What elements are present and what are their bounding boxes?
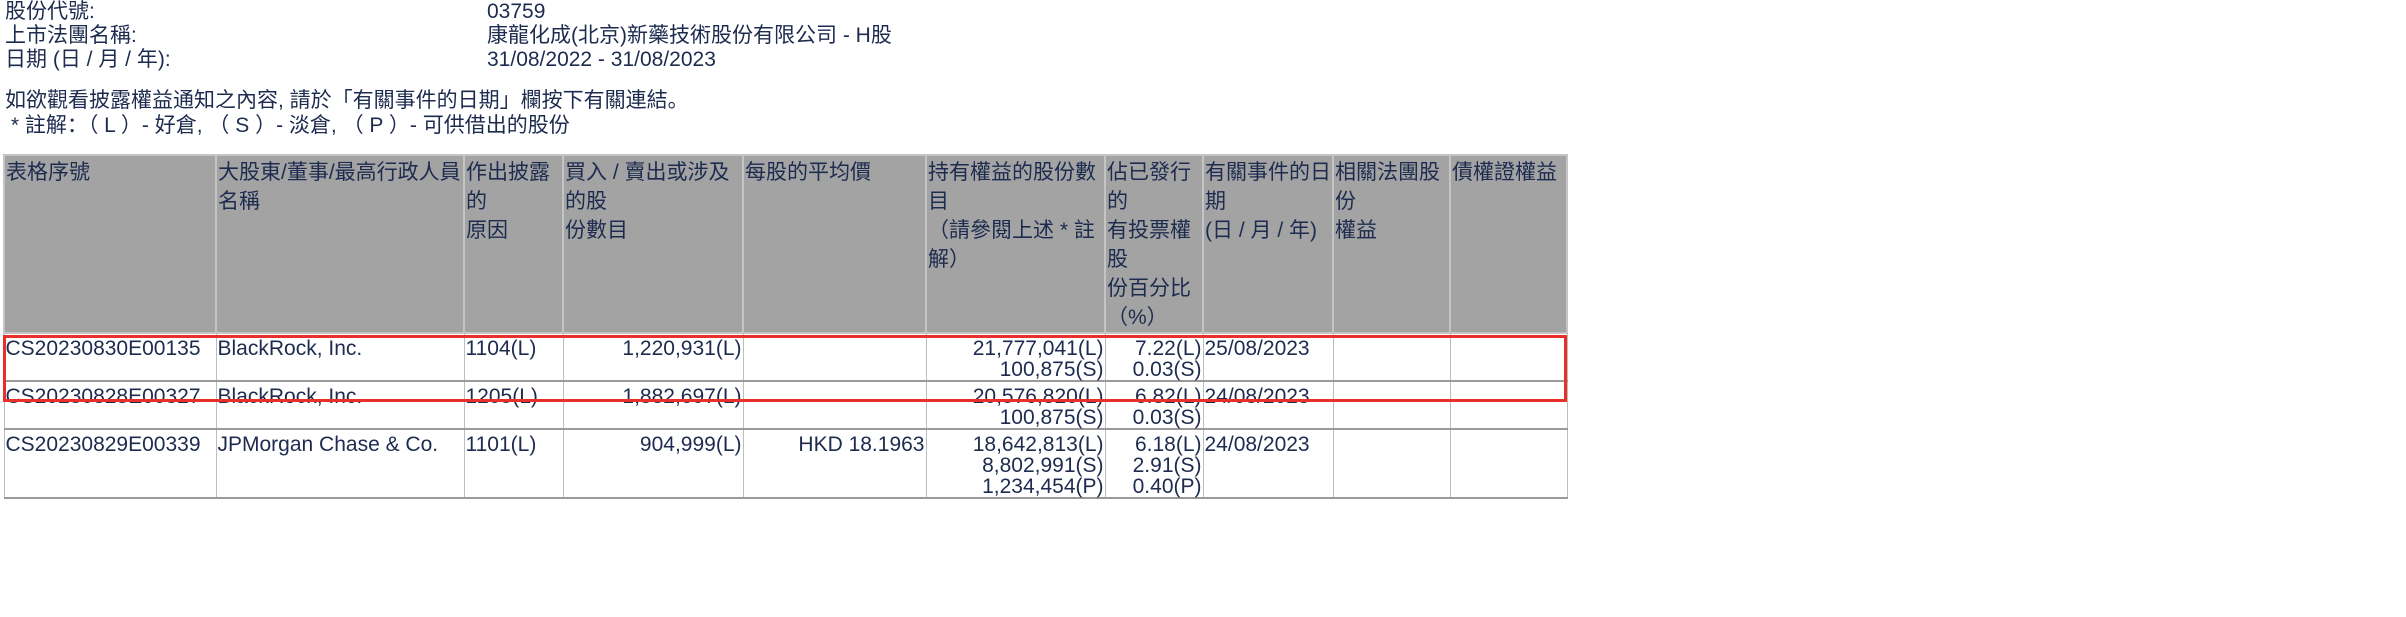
corporation-interest-cell bbox=[1332, 380, 1451, 430]
stock-code-row: 股份代號: 03759 bbox=[5, 0, 892, 24]
debenture-interest-cell bbox=[1449, 380, 1568, 430]
percent-held-cell: 6.82(L) 0.03(S) bbox=[1104, 380, 1204, 430]
company-name: 康龍化成(北京)新藥技術股份有限公司 - H股 bbox=[487, 24, 892, 47]
form-number-cell[interactable]: CS20230829E00339 bbox=[3, 428, 217, 499]
holdings: 1,234,454(P) bbox=[982, 475, 1104, 498]
holdings-cell: 21,777,041(L) 100,875(S) bbox=[925, 332, 1106, 382]
shares-traded-cell: 1,220,931(L) bbox=[562, 332, 744, 382]
holder-name-cell: BlackRock, Inc. bbox=[215, 380, 465, 430]
instruction-note: 如欲觀看披露權益通知之內容, 請於「有關事件的日期」欄按下有關連結。 bbox=[5, 89, 689, 112]
percent-held: 0.03(S) bbox=[1132, 358, 1202, 381]
holdings: 18,642,813(L) bbox=[972, 433, 1104, 456]
shares-traded-cell: 1,882,697(L) bbox=[562, 380, 744, 430]
percent-held: 6.82(L) bbox=[1134, 385, 1202, 408]
column-header: 相關法團股份 權益 bbox=[1332, 154, 1451, 334]
holder-name-cell: JPMorgan Chase & Co. bbox=[215, 428, 465, 499]
average-price-cell bbox=[742, 380, 927, 430]
percent-held: 6.18(L) bbox=[1134, 433, 1202, 456]
company-name-row: 上市法團名稱: 康龍化成(北京)新藥技術股份有限公司 - H股 bbox=[5, 24, 892, 48]
column-header: 佔已發行的 有投票權股 份百分比 （%） bbox=[1104, 154, 1204, 334]
column-header: 表格序號 bbox=[3, 154, 217, 334]
stock-info: 股份代號: 03759 上市法團名稱: 康龍化成(北京)新藥技術股份有限公司 - H… bbox=[5, 0, 892, 72]
table-row: CS20230830E00135 BlackRock, Inc. 1104(L) 1,… bbox=[3, 332, 1568, 382]
info-label: 股份代號: bbox=[5, 0, 95, 23]
notes: 如欲觀看披露權益通知之內容, 請於「有關事件的日期」欄按下有關連結。 * 註解：… bbox=[5, 88, 689, 138]
legend-note: * 註解：（ L ）- 好倉, （ S ）- 淡倉, （ P ）- 可供借出的股… bbox=[5, 114, 570, 137]
percent-held: 7.22(L) bbox=[1134, 337, 1202, 360]
column-header: 作出披露的 原因 bbox=[463, 154, 564, 334]
info-label: 上市法團名稱: bbox=[5, 24, 137, 47]
form-number-cell[interactable]: CS20230830E00135 bbox=[3, 332, 217, 382]
corporation-interest-cell bbox=[1332, 428, 1451, 499]
table-row: CS20230829E00339 JPMorgan Chase & Co. 1101… bbox=[3, 428, 1568, 499]
percent-held: 2.91(S) bbox=[1132, 454, 1202, 477]
form-number-cell[interactable]: CS20230828E00327 bbox=[3, 380, 217, 430]
column-header: 債權證權益 bbox=[1449, 154, 1568, 334]
shares-traded-cell: 904,999(L) bbox=[562, 428, 744, 499]
info-label: 日期 (日 / 月 / 年): bbox=[5, 48, 171, 71]
event-date-cell[interactable]: 24/08/2023 bbox=[1202, 428, 1334, 499]
holdings: 21,777,041(L) bbox=[972, 337, 1104, 360]
holdings-cell: 18,642,813(L) 8,802,991(S) 1,234,454(P) bbox=[925, 428, 1106, 499]
event-date-cell[interactable]: 25/08/2023 bbox=[1202, 332, 1334, 382]
percent-held-cell: 6.18(L) 2.91(S) 0.40(P) bbox=[1104, 428, 1204, 499]
event-date-cell[interactable]: 24/08/2023 bbox=[1202, 380, 1334, 430]
holdings: 20,576,820(L) bbox=[972, 385, 1104, 408]
average-price-cell bbox=[742, 332, 927, 382]
column-header: 每股的平均價 bbox=[742, 154, 927, 334]
holdings: 100,875(S) bbox=[999, 358, 1104, 381]
column-header: 買入 / 賣出或涉及的股 份數目 bbox=[562, 154, 744, 334]
date-range: 31/08/2022 - 31/08/2023 bbox=[487, 48, 716, 71]
reason-code-cell: 1205(L) bbox=[463, 380, 564, 430]
column-header: 持有權益的股份數目 （請參閱上述 * 註解） bbox=[925, 154, 1106, 334]
average-price-cell: HKD 18.1963 bbox=[742, 428, 927, 499]
corporation-interest-cell bbox=[1332, 332, 1451, 382]
holdings: 8,802,991(S) bbox=[982, 454, 1104, 477]
reason-code-cell: 1104(L) bbox=[463, 332, 564, 382]
reason-code-cell: 1101(L) bbox=[463, 428, 564, 499]
percent-held-cell: 7.22(L) 0.03(S) bbox=[1104, 332, 1204, 382]
percent-held: 0.40(P) bbox=[1132, 475, 1202, 498]
date-range-row: 日期 (日 / 月 / 年): 31/08/2022 - 31/08/2023 bbox=[5, 48, 892, 72]
percent-held: 0.03(S) bbox=[1132, 406, 1202, 429]
holder-name-cell: BlackRock, Inc. bbox=[215, 332, 465, 382]
disclosure-table: 表格序號 大股東/董事/最高行政人員名稱 作出披露的 原因 買入 / 賣出或涉及的股 … bbox=[3, 154, 1568, 499]
holdings-cell: 20,576,820(L) 100,875(S) bbox=[925, 380, 1106, 430]
table-header-row: 表格序號 大股東/董事/最高行政人員名稱 作出披露的 原因 買入 / 賣出或涉及的股 … bbox=[3, 154, 1568, 334]
table-row: CS20230828E00327 BlackRock, Inc. 1205(L) 1,… bbox=[3, 380, 1568, 430]
holdings: 100,875(S) bbox=[999, 406, 1104, 429]
column-header: 大股東/董事/最高行政人員名稱 bbox=[215, 154, 465, 334]
debenture-interest-cell bbox=[1449, 428, 1568, 499]
debenture-interest-cell bbox=[1449, 332, 1568, 382]
column-header: 有關事件的日期 (日 / 月 / 年) bbox=[1202, 154, 1334, 334]
stock-code: 03759 bbox=[487, 0, 546, 23]
